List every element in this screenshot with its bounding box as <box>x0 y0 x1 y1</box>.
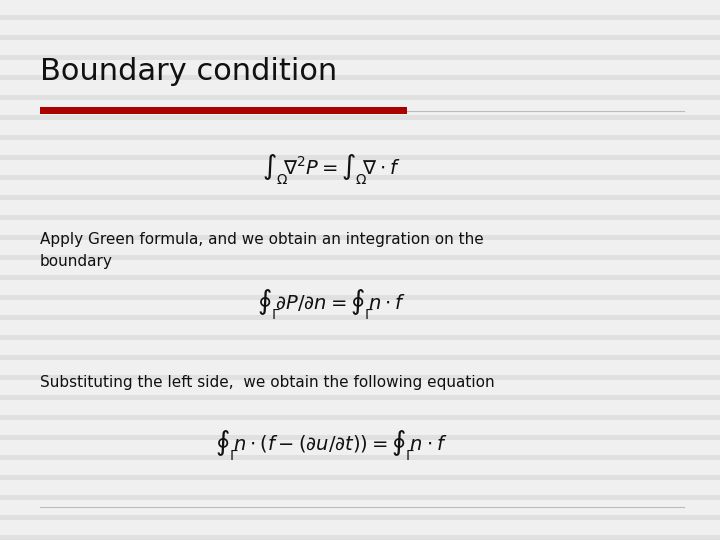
Bar <box>0 475 720 480</box>
Bar <box>0 525 720 530</box>
Bar <box>0 265 720 270</box>
Bar <box>0 45 720 50</box>
Bar <box>0 405 720 410</box>
Text: $\int_{\Omega}\!\nabla^2 P = \int_{\Omega}\!\nabla \cdot f$: $\int_{\Omega}\!\nabla^2 P = \int_{\Omeg… <box>262 153 400 187</box>
Bar <box>0 295 720 300</box>
Bar <box>0 245 720 250</box>
Bar <box>0 5 720 10</box>
Bar <box>0 15 720 20</box>
Bar <box>0 435 720 440</box>
Bar <box>0 125 720 130</box>
Bar <box>0 75 720 80</box>
Bar <box>0 185 720 190</box>
Text: $\oint_{\Gamma}\! n \cdot \left(f-(\partial u/\partial t)\right) = \oint_{\Gamma: $\oint_{\Gamma}\! n \cdot \left(f-(\part… <box>215 428 447 463</box>
Bar <box>0 425 720 430</box>
Bar <box>0 515 720 520</box>
Bar <box>0 25 720 30</box>
Bar <box>0 345 720 350</box>
Bar <box>0 145 720 150</box>
Bar <box>0 235 720 240</box>
Bar <box>0 175 720 180</box>
Bar <box>0 155 720 160</box>
Bar <box>0 365 720 370</box>
Bar <box>0 535 720 540</box>
Text: Substituting the left side,  we obtain the following equation: Substituting the left side, we obtain th… <box>40 375 494 390</box>
Bar <box>0 35 720 40</box>
Bar <box>0 385 720 390</box>
Bar <box>0 335 720 340</box>
Bar <box>0 255 720 260</box>
Bar <box>0 275 720 280</box>
Bar <box>0 65 720 70</box>
Bar <box>0 215 720 220</box>
Bar <box>0 445 720 450</box>
Bar <box>0 115 720 120</box>
Bar <box>0 415 720 420</box>
Bar <box>0 305 720 310</box>
Bar <box>0 355 720 360</box>
Text: Apply Green formula, and we obtain an integration on the
boundary: Apply Green formula, and we obtain an in… <box>40 232 483 269</box>
Bar <box>0 205 720 210</box>
Bar <box>0 195 720 200</box>
Bar <box>0 495 720 500</box>
Bar <box>0 395 720 400</box>
Bar <box>0 465 720 470</box>
Bar <box>40 107 407 114</box>
Bar <box>0 505 720 510</box>
Bar <box>0 285 720 290</box>
Bar <box>0 455 720 460</box>
Bar <box>0 375 720 380</box>
Bar <box>0 95 720 100</box>
Bar <box>0 315 720 320</box>
Bar <box>0 485 720 490</box>
Bar <box>0 85 720 90</box>
Bar <box>0 135 720 140</box>
Bar <box>0 165 720 170</box>
Text: Boundary condition: Boundary condition <box>40 57 337 86</box>
Bar <box>0 325 720 330</box>
Bar <box>0 55 720 60</box>
Text: $\oint_{\Gamma}\!\partial P/\partial n = \oint_{\Gamma}\! n \cdot f$: $\oint_{\Gamma}\!\partial P/\partial n =… <box>256 288 406 322</box>
Bar <box>0 105 720 110</box>
Bar <box>0 225 720 230</box>
